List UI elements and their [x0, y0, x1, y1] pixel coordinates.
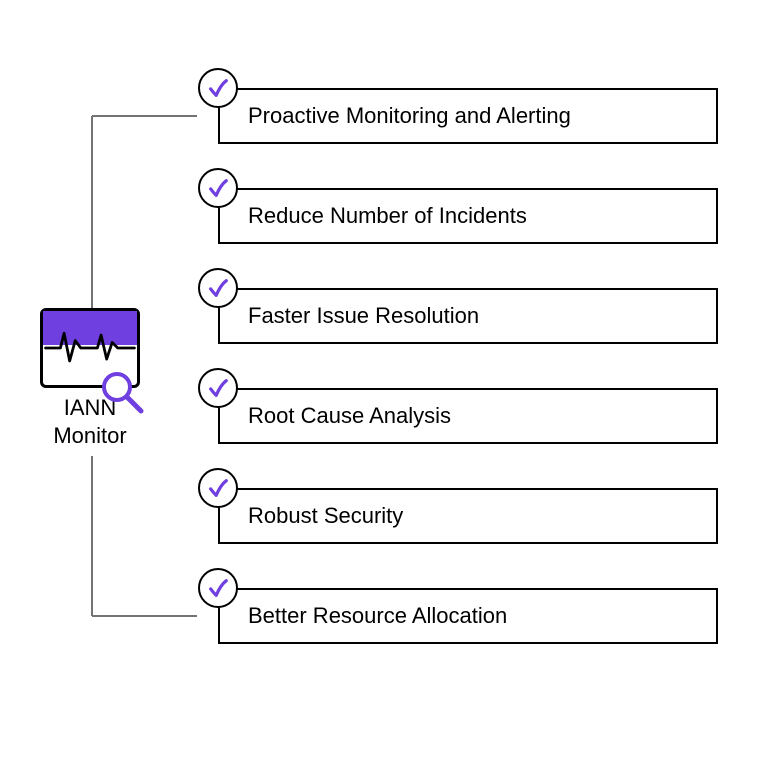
magnifier-icon	[99, 369, 145, 415]
feature-row: Proactive Monitoring and Alerting	[218, 88, 718, 144]
check-icon	[198, 468, 238, 508]
check-icon	[198, 268, 238, 308]
feature-row: Root Cause Analysis	[218, 388, 718, 444]
check-icon	[198, 68, 238, 108]
check-icon	[198, 168, 238, 208]
feature-label: Faster Issue Resolution	[248, 303, 479, 329]
feature-label: Better Resource Allocation	[248, 603, 507, 629]
monitor-icon	[40, 308, 140, 388]
feature-row: Robust Security	[218, 488, 718, 544]
monitor-block: IANN Monitor	[30, 308, 150, 449]
diagram-canvas: IANN Monitor Proactive Monitoring and Al…	[0, 0, 768, 768]
feature-row: Better Resource Allocation	[218, 588, 718, 644]
feature-label: Reduce Number of Incidents	[248, 203, 527, 229]
check-icon	[198, 368, 238, 408]
feature-row: Reduce Number of Incidents	[218, 188, 718, 244]
feature-row: Faster Issue Resolution	[218, 288, 718, 344]
check-icon	[198, 568, 238, 608]
feature-label: Robust Security	[248, 503, 403, 529]
feature-label: Root Cause Analysis	[248, 403, 451, 429]
feature-label: Proactive Monitoring and Alerting	[248, 103, 571, 129]
